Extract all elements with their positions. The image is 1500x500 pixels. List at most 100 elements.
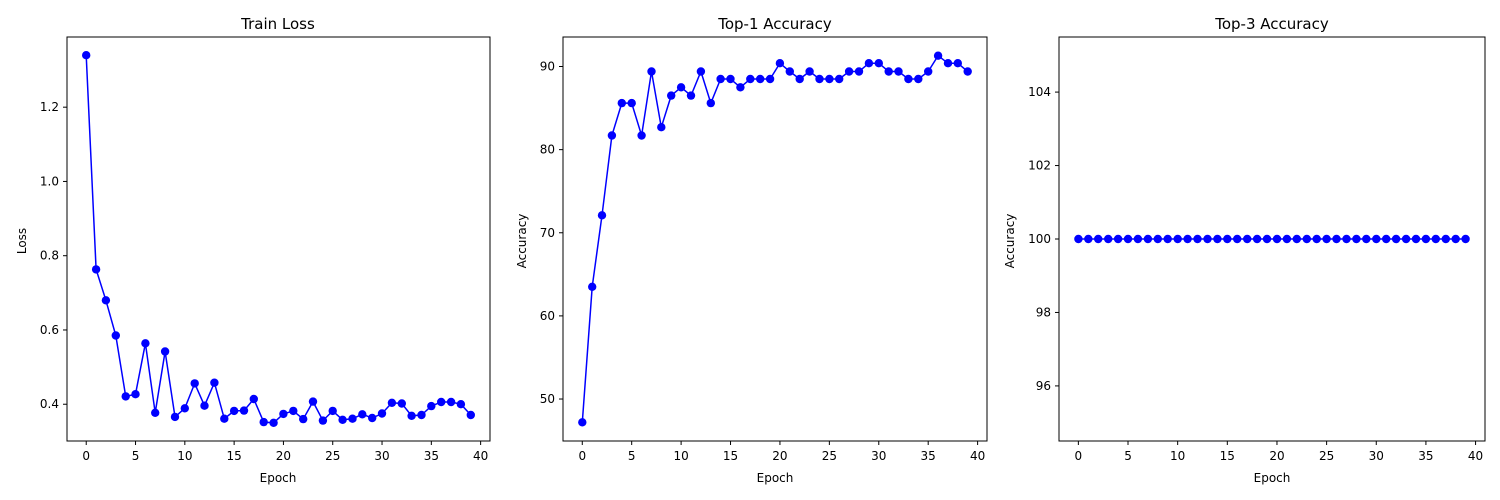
top3-accuracy-xtick-label: 15 — [1220, 449, 1235, 463]
top1-accuracy-point-20 — [775, 59, 785, 68]
top3-accuracy-point-37 — [1441, 234, 1451, 244]
top3-accuracy-xtick-label: 35 — [1418, 449, 1433, 463]
top1-accuracy-point-30 — [874, 59, 883, 68]
top1-accuracy-point-10 — [676, 83, 686, 92]
top3-accuracy-point-19 — [1262, 234, 1272, 244]
top1-accuracy-point-23 — [805, 67, 814, 76]
train-loss-point-2 — [101, 296, 111, 305]
top1-accuracy-point-5 — [627, 98, 636, 108]
train-loss-xtick-label: 20 — [276, 449, 291, 463]
top1-accuracy-point-16 — [736, 83, 745, 92]
train-loss-point-31 — [387, 398, 397, 407]
top1-accuracy-point-31 — [884, 67, 893, 76]
top3-accuracy-point-5 — [1123, 234, 1133, 244]
top3-accuracy-ytick-label: 100 — [1028, 232, 1051, 246]
top3-accuracy-panel: Top-3 Accuracy Epoch Accuracy 0 5 10 15 20 25… — [1003, 15, 1486, 485]
top3-accuracy-point-24 — [1312, 234, 1321, 244]
top1-accuracy-point-1 — [588, 282, 597, 291]
top1-accuracy-point-29 — [864, 59, 874, 68]
top1-accuracy-point-33 — [904, 74, 913, 84]
top1-accuracy-ylabel: Accuracy — [515, 214, 529, 269]
top3-accuracy-point-7 — [1143, 234, 1153, 244]
top3-accuracy-point-21 — [1282, 234, 1292, 244]
top1-accuracy-ytick-label: 90 — [540, 60, 555, 74]
top3-accuracy-xtick-label: 0 — [1075, 449, 1083, 463]
top1-accuracy-point-12 — [696, 67, 706, 76]
top1-accuracy-axes-frame — [562, 36, 988, 442]
top1-accuracy-point-11 — [686, 91, 696, 100]
train-loss-point-21 — [289, 406, 298, 416]
train-loss-point-18 — [259, 417, 268, 427]
top3-accuracy-point-28 — [1352, 234, 1361, 244]
top3-accuracy-point-29 — [1362, 234, 1371, 244]
top3-accuracy-xlabel: Epoch — [1254, 471, 1291, 485]
top1-accuracy-point-19 — [765, 74, 775, 84]
top1-accuracy-xtick-label: 15 — [723, 449, 738, 463]
top1-accuracy-xtick-label: 30 — [871, 449, 886, 463]
train-loss-point-24 — [318, 416, 328, 425]
train-loss-point-37 — [446, 397, 456, 407]
train-loss-point-29 — [368, 413, 377, 423]
top1-accuracy-xtick-label: 35 — [921, 449, 936, 463]
top1-accuracy-point-8 — [657, 123, 666, 132]
top1-accuracy-point-0 — [578, 418, 587, 427]
train-loss-point-9 — [170, 412, 180, 422]
train-loss-point-0 — [82, 51, 91, 60]
train-loss-point-26 — [338, 415, 347, 424]
top1-accuracy-ytick-label: 60 — [540, 309, 555, 323]
top1-accuracy-point-3 — [607, 131, 617, 140]
top3-accuracy-point-14 — [1213, 234, 1222, 244]
train-loss-ytick-label: 0.4 — [40, 397, 59, 411]
train-loss-point-34 — [417, 410, 426, 420]
top1-accuracy-point-17 — [746, 74, 755, 84]
top3-accuracy-point-11 — [1183, 234, 1192, 244]
top1-accuracy-ytick-label: 70 — [540, 226, 555, 240]
train-loss-point-7 — [151, 408, 160, 417]
top1-accuracy-point-18 — [756, 74, 765, 84]
train-loss-xtick-label: 35 — [424, 449, 439, 463]
top1-accuracy-point-21 — [785, 67, 794, 76]
train-loss-point-20 — [279, 409, 288, 419]
top3-accuracy-point-20 — [1272, 234, 1282, 244]
train-loss-xtick-label: 15 — [226, 449, 241, 463]
train-loss-point-14 — [220, 414, 229, 423]
top1-accuracy-xtick-label: 25 — [822, 449, 837, 463]
top1-accuracy-xtick-label: 20 — [772, 449, 787, 463]
top3-accuracy-point-26 — [1332, 234, 1341, 244]
top3-accuracy-xtick-label: 10 — [1170, 449, 1185, 463]
train-loss-xtick-label: 5 — [132, 449, 140, 463]
top3-accuracy-ytick-label: 102 — [1028, 159, 1051, 173]
top1-accuracy-point-32 — [894, 67, 903, 76]
top3-accuracy-point-0 — [1074, 234, 1083, 244]
train-loss-xtick-label: 25 — [325, 449, 340, 463]
top3-accuracy-point-33 — [1401, 234, 1411, 244]
train-loss-xtick-label: 30 — [374, 449, 389, 463]
train-loss-point-32 — [397, 399, 406, 408]
train-loss-point-33 — [407, 411, 416, 420]
train-loss-point-17 — [249, 394, 258, 404]
top3-accuracy-point-27 — [1342, 234, 1351, 244]
train-loss-point-3 — [111, 331, 121, 340]
top3-accuracy-point-31 — [1382, 234, 1391, 244]
top3-accuracy-point-23 — [1302, 234, 1312, 244]
top3-accuracy-point-38 — [1451, 234, 1460, 244]
top1-accuracy-point-27 — [844, 67, 854, 76]
train-loss-series-line — [85, 55, 472, 424]
top3-accuracy-point-9 — [1163, 234, 1172, 244]
top1-accuracy-point-25 — [825, 74, 834, 84]
top3-accuracy-ytick-label: 96 — [1036, 379, 1051, 393]
top3-accuracy-point-12 — [1193, 234, 1202, 244]
top1-accuracy-xlabel: Epoch — [757, 471, 794, 485]
top1-accuracy-point-2 — [597, 211, 607, 220]
top1-accuracy-point-34 — [914, 74, 923, 84]
train-loss-point-36 — [437, 397, 446, 407]
top1-accuracy-point-4 — [617, 98, 626, 108]
train-loss-point-12 — [200, 401, 209, 410]
top3-accuracy-ytick-label: 98 — [1036, 305, 1051, 319]
top1-accuracy-point-24 — [815, 74, 824, 84]
top1-accuracy-point-9 — [667, 91, 676, 100]
top3-accuracy-point-10 — [1173, 234, 1182, 244]
top3-accuracy-point-16 — [1233, 234, 1242, 244]
train-loss-point-27 — [348, 414, 357, 423]
